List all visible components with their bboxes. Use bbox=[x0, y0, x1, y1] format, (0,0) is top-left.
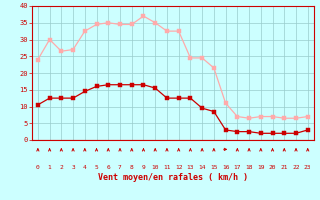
X-axis label: Vent moyen/en rafales ( km/h ): Vent moyen/en rafales ( km/h ) bbox=[98, 173, 248, 182]
